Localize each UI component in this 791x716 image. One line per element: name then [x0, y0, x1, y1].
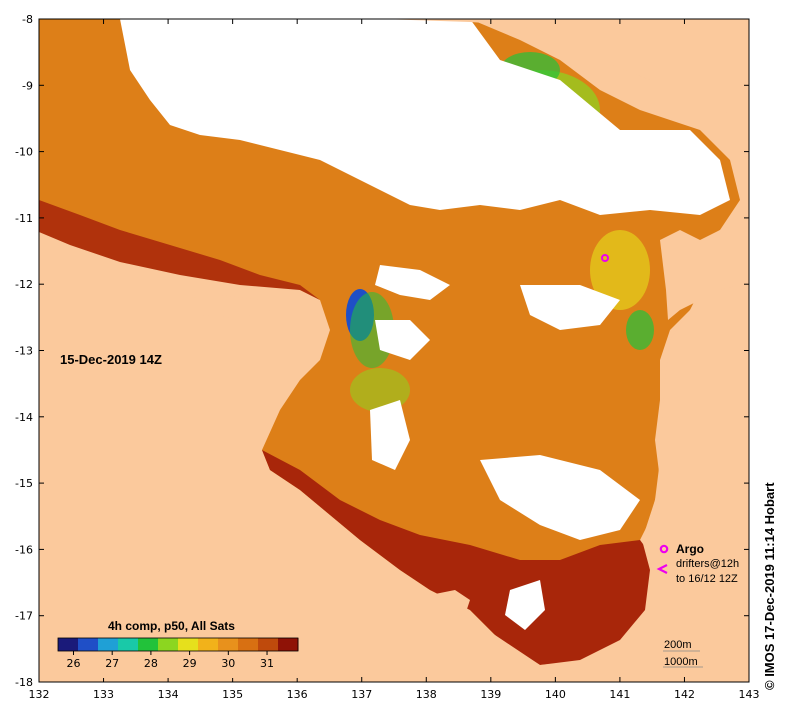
- x-tick-label: 136: [287, 688, 308, 701]
- y-tick-label: -18: [15, 676, 33, 689]
- colorbar-swatches: [58, 638, 299, 651]
- colorbar-tick-label: 30: [221, 657, 235, 670]
- warm-gulf-band: [262, 450, 660, 665]
- colorbar-ticks: 26 27 28 29 30 31: [66, 651, 274, 670]
- colorbar-tick-label: 31: [260, 657, 274, 670]
- y-axis-ticks: -8 -9 -10 -11 -12 -13 -14 -15 -16 -17 -18: [15, 13, 749, 689]
- legend-drifters-line1: drifters@12h: [676, 558, 739, 570]
- legend-drifters-line2: to 16/12 12Z: [676, 573, 738, 585]
- colorbar-swatch: [158, 638, 179, 651]
- y-tick-label: -17: [15, 610, 33, 623]
- y-tick-label: -13: [15, 345, 33, 358]
- x-tick-label: 142: [674, 688, 695, 701]
- cool-patch-east-green: [626, 310, 654, 350]
- depth-1000-label: 1000m: [664, 656, 698, 668]
- y-tick-label: -12: [15, 278, 33, 291]
- cloud-mask-southeast: [505, 580, 545, 630]
- colorbar-swatch: [238, 638, 259, 651]
- cloud-mask-center-1: [375, 265, 450, 300]
- colorbar-swatch: [58, 638, 79, 651]
- x-tick-label: 132: [29, 688, 50, 701]
- colorbar-tick-label: 29: [183, 657, 197, 670]
- colorbar-swatch: [138, 638, 159, 651]
- y-tick-label: -8: [22, 13, 33, 26]
- cool-patch-east: [590, 230, 650, 310]
- y-tick-label: -14: [15, 411, 33, 424]
- y-tick-label: -9: [22, 79, 33, 92]
- y-tick-label: -10: [15, 146, 33, 159]
- x-tick-label: 138: [416, 688, 437, 701]
- x-tick-label: 137: [351, 688, 372, 701]
- x-axis-ticks: 132 133 134 135 136 137 138 139 140 141 142 143: [29, 19, 760, 701]
- x-tick-label: 139: [480, 688, 501, 701]
- legend-argo-label: Argo: [676, 542, 704, 556]
- colorbar-swatch: [98, 638, 119, 651]
- y-tick-label: -11: [15, 212, 33, 225]
- colorbar-swatch: [78, 638, 99, 651]
- argo-float-marker: [601, 254, 609, 262]
- date-label: 15-Dec-2019 14Z: [60, 352, 162, 367]
- new-guinea-land: [380, 19, 749, 120]
- drifter-chevron-icon: [656, 564, 668, 574]
- cape-york-land: [660, 220, 749, 320]
- cloud-mask-center-3: [375, 320, 430, 360]
- colorbar-swatch: [258, 638, 279, 651]
- colorbar-frame: [57, 637, 299, 652]
- warm-west-coast: [39, 200, 320, 300]
- melville-island-land: [170, 295, 270, 318]
- x-tick-label: 143: [739, 688, 760, 701]
- colorbar-tick-label: 26: [66, 657, 80, 670]
- colorbar-swatch: [218, 638, 239, 651]
- colorbar-swatch: [178, 638, 199, 651]
- australia-land: [39, 278, 749, 682]
- imos-credit: © IMOS 17-Dec-2019 11:14 Hobart: [762, 482, 777, 690]
- colorbar-title: 4h comp, p50, All Sats: [108, 619, 235, 633]
- x-tick-label: 141: [609, 688, 630, 701]
- groote-eylandt-land: [430, 590, 470, 618]
- cloud-mask-south-2: [370, 400, 410, 470]
- colorbar: 4h comp, p50, All Sats 26 27 28 29 30 31: [50, 618, 306, 678]
- x-tick-label: 140: [545, 688, 566, 701]
- argo-float-icon: [659, 544, 669, 554]
- cloud-mask-north: [120, 19, 730, 215]
- colorbar-tick-label: 28: [144, 657, 158, 670]
- depth-200-label: 200m: [664, 639, 692, 651]
- cloud-mask-center-2: [520, 285, 620, 330]
- colorbar-swatch: [278, 638, 299, 651]
- x-tick-label: 133: [93, 688, 114, 701]
- x-tick-label: 135: [222, 688, 243, 701]
- colorbar-swatch: [198, 638, 219, 651]
- y-tick-label: -15: [15, 477, 33, 490]
- x-tick-label: 134: [158, 688, 179, 701]
- y-tick-label: -16: [15, 543, 33, 556]
- legend: Argo drifters@12h to 16/12 12Z 200m 1000…: [656, 542, 739, 668]
- cool-patch-mid: [350, 368, 410, 412]
- colorbar-swatch: [118, 638, 139, 651]
- cloud-mask-south-1: [480, 455, 640, 540]
- colorbar-tick-label: 27: [105, 657, 119, 670]
